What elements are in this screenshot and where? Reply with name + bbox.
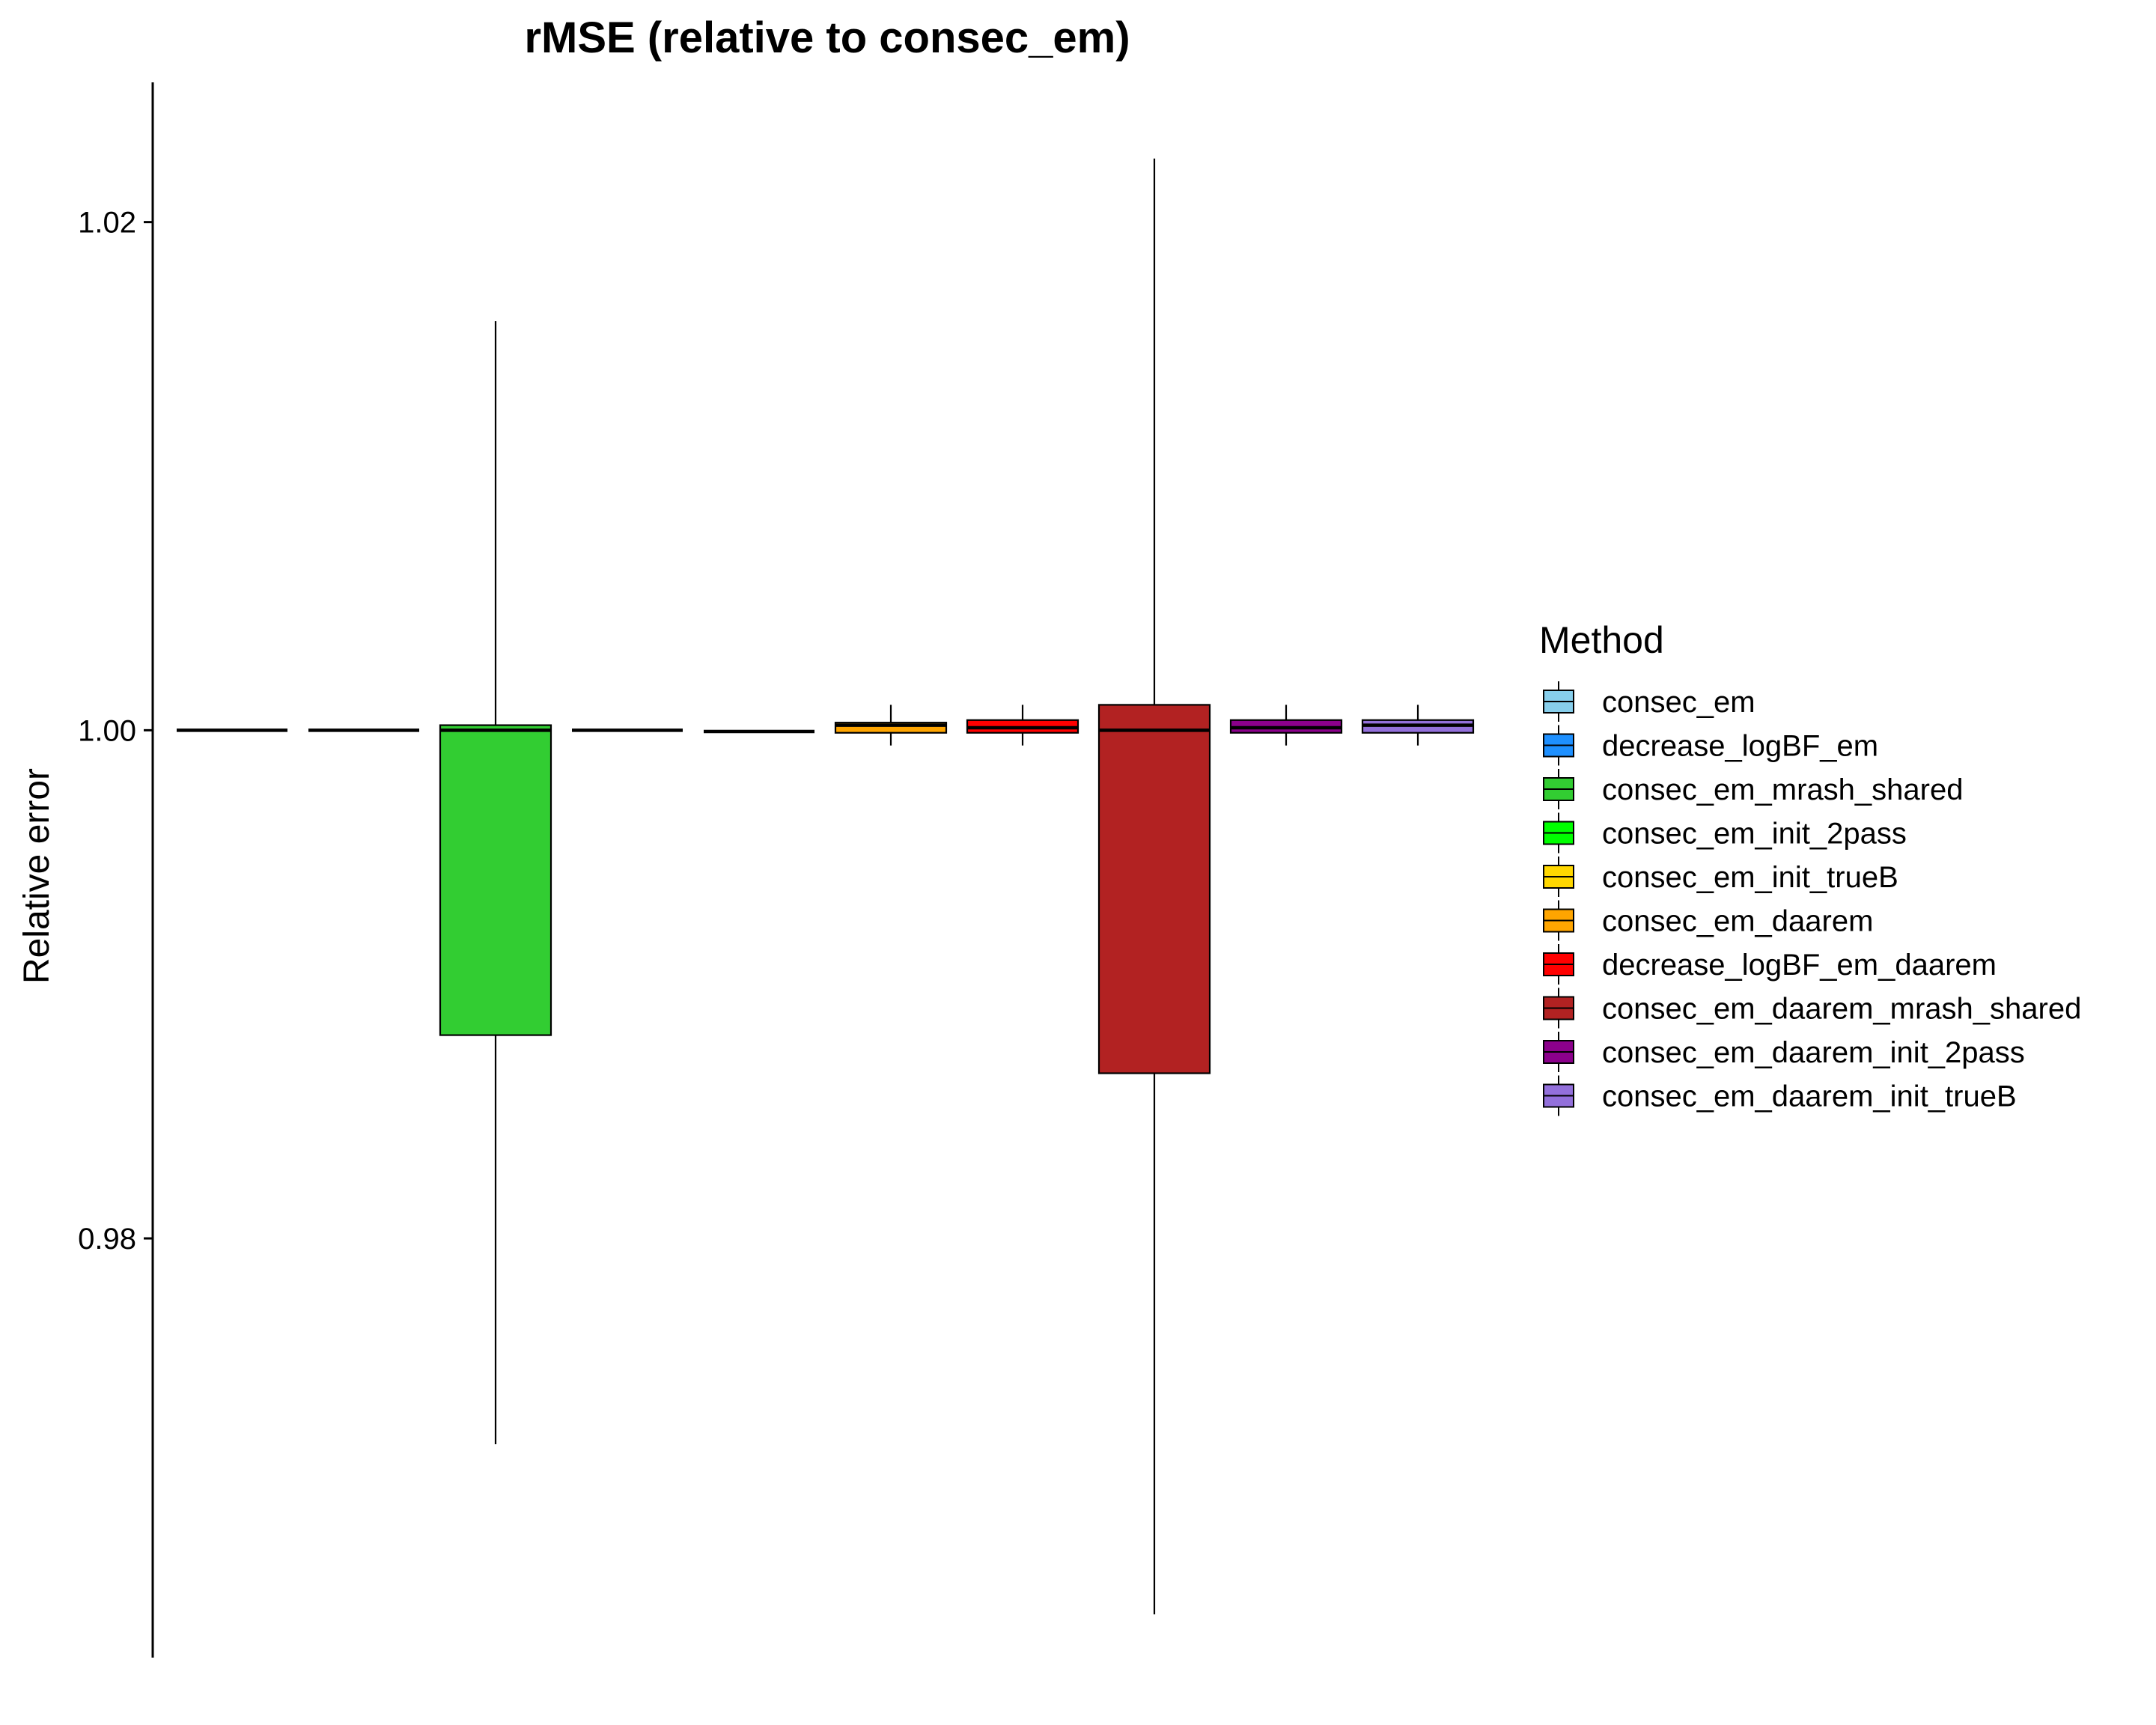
legend-label: consec_em_daarem <box>1602 905 1873 938</box>
legend-item-consec_em: consec_em <box>1543 681 1755 722</box>
legend-label: decrease_logBF_em <box>1602 730 1878 763</box>
y-tick-label: 1.02 <box>78 207 136 240</box>
y-axis-label: Relative error <box>17 768 57 984</box>
legend-item-consec_em_daarem_init_2pass: consec_em_daarem_init_2pass <box>1543 1032 2025 1072</box>
legend-label: consec_em <box>1602 686 1755 719</box>
legend-item-decrease_logBF_em_daarem: decrease_logBF_em_daarem <box>1543 944 1997 985</box>
legend-label: consec_em_mrash_shared <box>1602 773 1963 806</box>
legend-item-consec_em_init_2pass: consec_em_init_2pass <box>1543 812 1907 854</box>
box-consec_em_daarem_mrash_shared <box>1097 158 1211 1615</box>
box-group <box>177 158 1475 1615</box>
legend-item-consec_em_daarem_mrash_shared: consec_em_daarem_mrash_shared <box>1543 988 2081 1029</box>
legend-label: decrease_logBF_em_daarem <box>1602 949 1997 982</box>
legend-label: consec_em_daarem_mrash_shared <box>1602 993 2081 1026</box>
box-consec_em_daarem_init_2pass <box>1229 705 1343 746</box>
chart-title: rMSE (relative to consec_em) <box>524 13 1130 62</box>
legend-label: consec_em_init_trueB <box>1602 861 1898 894</box>
legend-label: consec_em_init_2pass <box>1602 818 1907 851</box>
legend: Method consec_em decrease_logBF_em consec_… <box>1539 619 2081 1116</box>
box-decrease_logBF_em_daarem <box>966 705 1079 746</box>
legend-item-consec_em_daarem_init_trueB: consec_em_daarem_init_trueB <box>1543 1075 2017 1116</box>
box-iqr <box>439 724 552 1036</box>
legend-title: Method <box>1539 619 1664 661</box>
box-consec_em_daarem_init_trueB <box>1361 705 1475 746</box>
legend-label: consec_em_daarem_init_trueB <box>1602 1080 2017 1113</box>
legend-item-decrease_logBF_em: decrease_logBF_em <box>1543 725 1878 766</box>
box-iqr <box>1097 704 1211 1074</box>
box-consec_em_mrash_shared <box>439 320 552 1444</box>
legend-item-consec_em_mrash_shared: consec_em_mrash_shared <box>1543 769 1963 809</box>
y-tick-label: 1.00 <box>78 714 136 747</box>
legend-item-consec_em_daarem: consec_em_daarem <box>1543 900 1873 941</box>
legend-label: consec_em_daarem_init_2pass <box>1602 1036 2025 1069</box>
legend-item-consec_em_init_trueB: consec_em_init_trueB <box>1543 857 1898 897</box>
y-axis-ticks: 0.98 1.00 1.02 <box>78 207 153 1256</box>
y-tick-label: 0.98 <box>78 1223 136 1256</box>
box-consec_em_daarem <box>834 705 948 746</box>
